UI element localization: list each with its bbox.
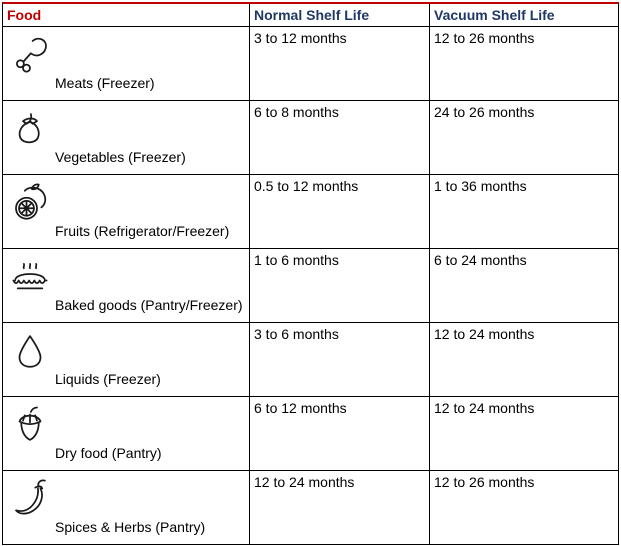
food-cell-baked-goods: Baked goods (Pantry/Freezer) (3, 249, 250, 322)
food-label: Dry food (Pantry) (55, 444, 162, 461)
droplet-icon (9, 328, 51, 374)
food-label: Liquids (Freezer) (55, 370, 161, 387)
food-cell-spices-herbs: Spices & Herbs (Pantry) (3, 471, 250, 544)
normal-shelf-life-value: 3 to 12 months (250, 27, 430, 100)
table-row: Meats (Freezer) 3 to 12 months 12 to 26 … (3, 27, 618, 101)
pie-icon (9, 254, 51, 300)
normal-shelf-life-value: 1 to 6 months (250, 249, 430, 322)
food-cell-fruits: Fruits (Refrigerator/Freezer) (3, 175, 250, 248)
column-header-food: Food (3, 4, 250, 26)
food-label: Spices & Herbs (Pantry) (55, 518, 206, 535)
food-cell-vegetables: Vegetables (Freezer) (3, 101, 250, 174)
normal-shelf-life-value: 0.5 to 12 months (250, 175, 430, 248)
food-label: Vegetables (Freezer) (55, 148, 186, 165)
drumstick-icon (9, 32, 51, 78)
vacuum-shelf-life-value: 24 to 26 months (434, 104, 535, 120)
normal-shelf-life-value: 6 to 8 months (250, 101, 430, 174)
chili-pepper-icon (9, 476, 51, 522)
citrus-slice-icon (9, 180, 51, 226)
table-row: Liquids (Freezer) 3 to 6 months 12 to 24… (3, 323, 618, 397)
vacuum-shelf-life-value: 12 to 24 months (434, 400, 535, 416)
normal-shelf-life-value: 6 to 12 months (250, 397, 430, 470)
column-header-vacuum-shelf-life: Vacuum Shelf Life (434, 7, 555, 23)
vacuum-shelf-life-value: 12 to 26 months (434, 474, 535, 490)
food-label: Fruits (Refrigerator/Freezer) (55, 222, 230, 239)
vacuum-shelf-life-value: 6 to 24 months (434, 252, 527, 268)
table-row: Vegetables (Freezer) 6 to 8 months 24 to… (3, 101, 618, 175)
table-row: Baked goods (Pantry/Freezer) 1 to 6 mont… (3, 249, 618, 323)
table-header-row: Food Normal Shelf Life Vacuum Shelf Life (3, 4, 618, 27)
vacuum-shelf-life-value: 12 to 26 months (434, 30, 535, 46)
normal-shelf-life-value: 12 to 24 months (250, 471, 430, 544)
vacuum-shelf-life-value: 12 to 24 months (434, 326, 535, 342)
food-cell-liquids: Liquids (Freezer) (3, 323, 250, 396)
food-label: Meats (Freezer) (55, 74, 155, 91)
table-row: Dry food (Pantry) 6 to 12 months 12 to 2… (3, 397, 618, 471)
vacuum-shelf-life-value: 1 to 36 months (434, 178, 527, 194)
normal-shelf-life-value: 3 to 6 months (250, 323, 430, 396)
food-cell-dry-food: Dry food (Pantry) (3, 397, 250, 470)
column-header-normal-shelf-life: Normal Shelf Life (250, 4, 430, 26)
acorn-icon (9, 402, 51, 448)
food-cell-meats: Meats (Freezer) (3, 27, 250, 100)
table-row: Spices & Herbs (Pantry) 12 to 24 months … (3, 471, 618, 544)
eggplant-icon (9, 106, 51, 152)
food-label: Baked goods (Pantry/Freezer) (55, 296, 243, 313)
table-row: Fruits (Refrigerator/Freezer) 0.5 to 12 … (3, 175, 618, 249)
